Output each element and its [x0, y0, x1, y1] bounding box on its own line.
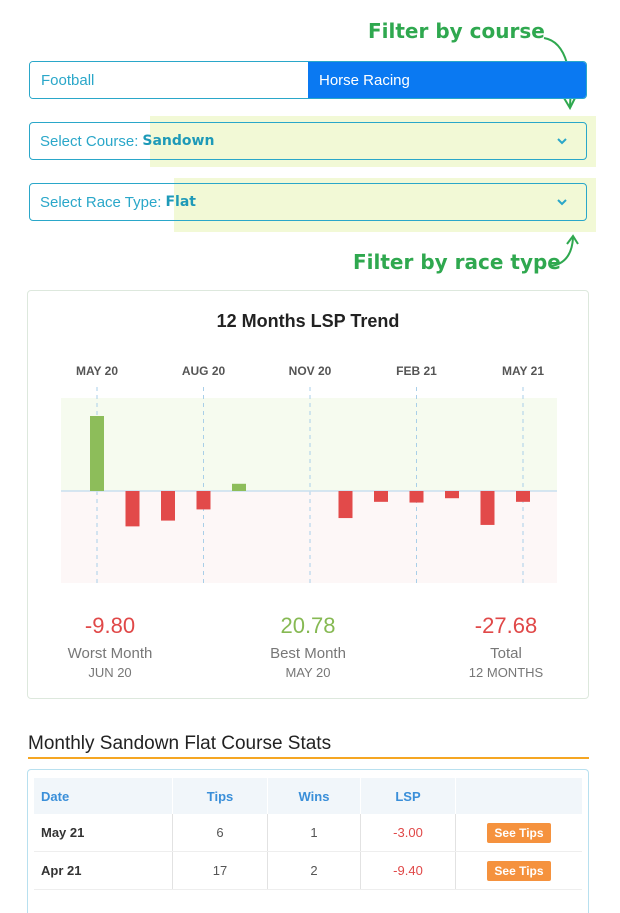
bar[interactable] — [232, 483, 246, 491]
bar[interactable] — [374, 491, 388, 502]
chart-title: 12 Months LSP Trend — [216, 311, 400, 331]
row-tips: 6 — [172, 814, 268, 852]
stats-title: Monthly Sandown Flat Course Stats — [28, 733, 332, 754]
stat-best-sub: MAY 20 — [285, 665, 331, 680]
col-date[interactable]: Date — [41, 788, 70, 804]
table-header-row: Date Tips Wins LSP — [34, 778, 582, 814]
stat-total-sub: 12 MONTHS — [468, 665, 544, 680]
stats-title-underline — [28, 757, 589, 759]
stat-worst-value: -9.80 — [84, 613, 136, 638]
lsp-trend-card: 12 Months LSP Trend MAY 20 AUG 20 NOV 20 FE… — [27, 290, 589, 699]
stat-total-value: -27.68 — [474, 613, 538, 638]
stat-total: -27.68 Total 12 MONTHS — [426, 613, 586, 680]
col-wins[interactable]: Wins — [267, 778, 361, 814]
row-tips: 17 — [172, 851, 268, 890]
course-select-value: Sandown — [142, 133, 215, 149]
stat-best-month: 20.78 Best Month MAY 20 — [228, 613, 388, 680]
stat-worst-label: Worst Month — [67, 645, 153, 662]
race-type-select[interactable]: Select Race Type: Flat — [29, 183, 587, 221]
race-type-select-label: Select Race Type: — [40, 193, 162, 211]
positive-region — [61, 398, 557, 491]
see-tips-button[interactable]: See Tips — [487, 860, 551, 881]
stat-best-label: Best Month — [270, 645, 346, 662]
x-tick-label: MAY 21 — [502, 364, 544, 378]
row-date: Apr 21 — [34, 851, 173, 890]
stats-table: Date Tips Wins LSP May 21 6 1 -3.00 See … — [34, 778, 582, 890]
row-wins: 1 — [267, 814, 361, 852]
negative-region — [61, 491, 557, 583]
chevron-down-icon — [557, 199, 567, 206]
course-highlight — [150, 116, 596, 167]
bar[interactable] — [196, 491, 211, 510]
arrow-race-type-icon — [550, 234, 579, 267]
x-tick-label: AUG 20 — [182, 364, 226, 378]
tab-football[interactable]: Football — [30, 62, 308, 98]
bar[interactable] — [90, 416, 104, 491]
lsp-trend-chart: MAY 20 AUG 20 NOV 20 FEB 21 MAY 21 — [61, 364, 557, 583]
x-tick-label: MAY 20 — [76, 364, 118, 378]
table-row: Apr 21 17 2 -9.40 See Tips — [34, 851, 582, 890]
row-lsp: -9.40 — [360, 851, 456, 890]
bar[interactable] — [125, 491, 140, 527]
stat-total-label: Total — [490, 645, 522, 662]
stat-best-value: 20.78 — [280, 613, 336, 638]
stat-worst-month: -9.80 Worst Month JUN 20 — [30, 613, 190, 680]
bar[interactable] — [409, 491, 424, 503]
table-row: May 21 6 1 -3.00 See Tips — [34, 814, 582, 852]
annotation-filter-course: Filter by course — [368, 19, 545, 43]
stat-worst-sub: JUN 20 — [88, 665, 132, 680]
row-action-cell: See Tips — [455, 851, 582, 890]
x-tick-label: FEB 21 — [396, 364, 437, 378]
row-lsp: -3.00 — [360, 814, 456, 852]
tab-horse-racing[interactable]: Horse Racing — [308, 62, 586, 98]
bar[interactable] — [161, 491, 175, 521]
bar[interactable] — [445, 491, 459, 499]
bar[interactable] — [516, 491, 530, 502]
col-lsp[interactable]: LSP — [360, 778, 456, 814]
sport-toggle: Football Horse Racing — [29, 61, 587, 99]
annotation-filter-race-type: Filter by race type — [353, 250, 561, 274]
race-type-highlight — [174, 178, 596, 232]
course-select[interactable]: Select Course: Sandown — [29, 122, 587, 160]
col-tips[interactable]: Tips — [172, 778, 268, 814]
row-action-cell: See Tips — [455, 814, 582, 852]
chevron-down-icon — [557, 138, 567, 145]
col-action — [455, 778, 582, 814]
x-tick-label: NOV 20 — [289, 364, 332, 378]
see-tips-button[interactable]: See Tips — [487, 822, 551, 843]
bar[interactable] — [338, 491, 353, 519]
stats-table-container: Date Tips Wins LSP May 21 6 1 -3.00 See … — [27, 769, 589, 913]
race-type-select-value: Flat — [165, 194, 196, 210]
bar[interactable] — [480, 491, 495, 525]
row-date: May 21 — [34, 814, 173, 852]
row-wins: 2 — [267, 851, 361, 890]
course-select-label: Select Course: — [40, 132, 139, 150]
